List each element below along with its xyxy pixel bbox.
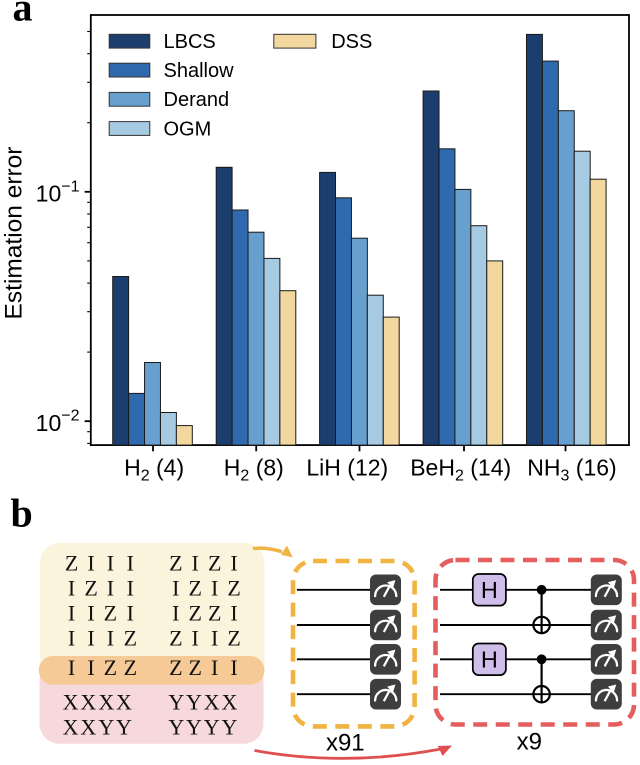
svg-text:H2 (8): H2 (8) [224,455,284,485]
svg-text:x9: x9 [517,729,542,756]
svg-text:DSS: DSS [331,31,372,53]
svg-text:NH3 (16): NH3 (16) [527,455,616,485]
svg-text:BeH2 (14): BeH2 (14) [410,455,511,485]
svg-text:H: H [481,577,498,603]
svg-text:Estimation error: Estimation error [1,147,28,320]
svg-text:a: a [13,0,33,30]
svg-text:Shallow: Shallow [164,60,235,82]
svg-text:10−1: 10−1 [36,178,80,206]
svg-text:b: b [11,491,33,536]
svg-text:YYYY: YYYY [168,714,237,739]
svg-text:LiH (12): LiH (12) [306,455,388,481]
svg-text:LBCS: LBCS [164,31,216,53]
svg-text:Derand: Derand [164,89,230,111]
svg-text:YYXX: YYXX [168,690,237,715]
svg-text:10−2: 10−2 [36,408,80,436]
svg-text:H: H [481,647,498,673]
svg-text:OGM: OGM [164,118,212,140]
svg-text:H2 (4): H2 (4) [124,455,184,485]
svg-text:x91: x91 [326,730,365,757]
